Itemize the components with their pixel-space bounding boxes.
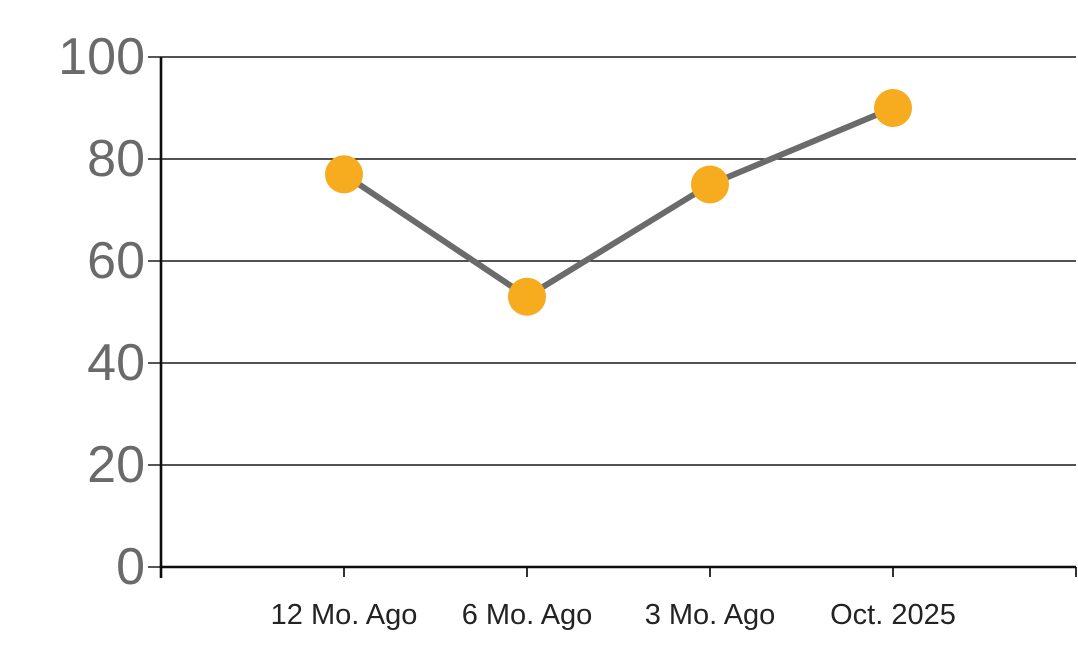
data-point-marker (691, 165, 729, 204)
x-tick-label: 12 Mo. Ago (271, 599, 418, 631)
series-line (341, 105, 896, 300)
x-tick-label: Oct. 2025 (830, 599, 956, 631)
y-tick-label: 80 (87, 130, 145, 188)
x-tick-label: 3 Mo. Ago (645, 599, 776, 631)
x-tick-label: 6 Mo. Ago (462, 599, 593, 631)
data-point-marker (325, 155, 363, 194)
y-tick-label: 100 (58, 28, 145, 86)
data-point-marker (508, 277, 546, 316)
y-tick-label: 60 (87, 232, 145, 290)
y-tick-label: 0 (116, 538, 145, 596)
y-tick-label: 40 (87, 334, 145, 392)
data-point-marker (874, 89, 912, 127)
y-tick-label: 20 (87, 436, 145, 494)
